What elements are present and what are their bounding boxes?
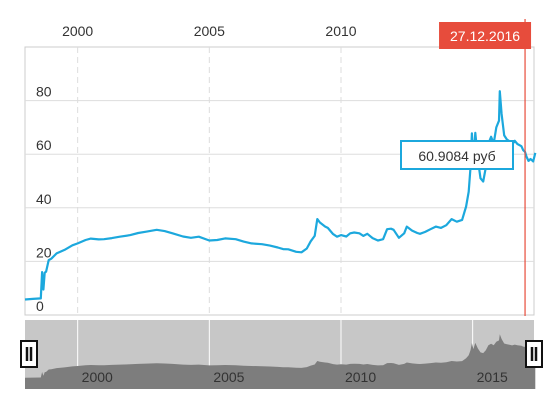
x-tick-label: 2000: [62, 23, 93, 39]
y-tick-label: 80: [36, 84, 52, 100]
x-tick-label: 2010: [325, 23, 356, 39]
y-tick-label: 20: [36, 244, 52, 260]
y-tick-label: 0: [36, 298, 44, 314]
navigator-ticks: 2000 2005 2010 2015: [82, 369, 508, 385]
crosshair-date-label: 27.12.2016: [450, 28, 520, 44]
y-axis-ticks: 0 20 40 60 80: [36, 84, 52, 314]
navigator[interactable]: 2000 2005 2010 2015: [20, 320, 543, 389]
plot-frame: [24, 46, 535, 316]
y-tick-label: 40: [36, 191, 52, 207]
crosshair-value-box: [400, 140, 514, 170]
navigator-area: [25, 334, 536, 389]
navigator-handle-right[interactable]: [525, 340, 543, 368]
navigator-handle-left[interactable]: [20, 340, 38, 368]
navigator-tick-label: 2010: [345, 369, 376, 385]
crosshair-date-box: [439, 22, 532, 49]
navigator-tick-label: 2015: [477, 369, 508, 385]
x-tick-label: 2005: [194, 23, 225, 39]
x-axis-ticks: 2000 2005 2010: [62, 23, 357, 39]
grid: [25, 47, 534, 315]
y-tick-label: 60: [36, 137, 52, 153]
navigator-tick-label: 2000: [82, 369, 113, 385]
crosshair-value-label: 60.9084 руб: [418, 148, 495, 164]
navigator-tick-label: 2005: [213, 369, 244, 385]
